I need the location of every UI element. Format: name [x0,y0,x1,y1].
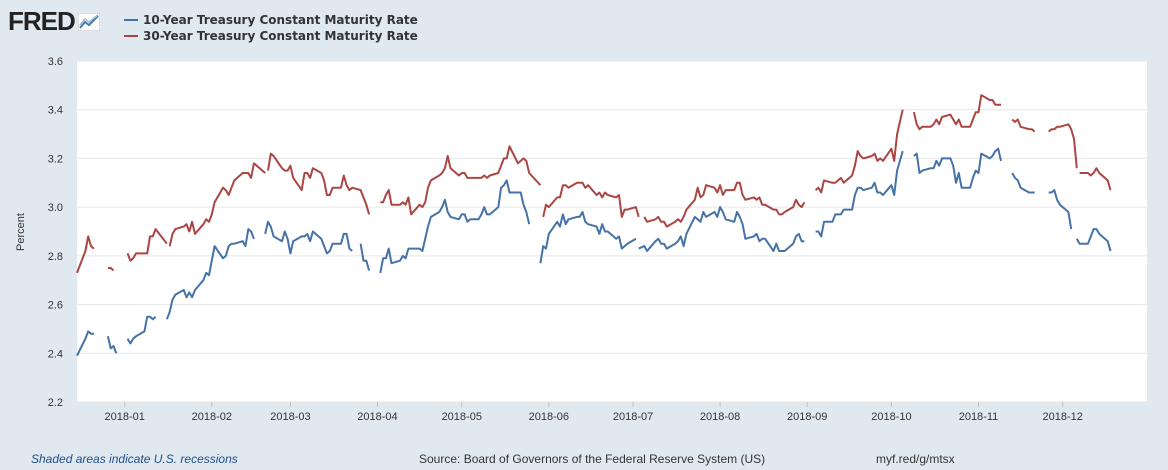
y-tick-label: 3.4 [48,105,63,117]
series-line-30y [126,228,168,262]
series-line-30y [643,181,806,228]
series-line-10y [1075,228,1112,252]
y-tick-label: 3.2 [48,153,63,165]
x-tick-label: 2018-03 [270,411,310,423]
legend-swatch-30y [124,35,138,37]
x-tick-label: 2018-05 [442,411,482,423]
series-line-10y [913,147,1002,189]
logo-text: FRED [8,6,76,36]
series-line-30y [1048,123,1078,169]
series-line-10y [638,206,805,252]
series-line-10y [106,335,118,354]
y-tick-label: 3.0 [48,202,63,214]
x-tick-label: 2018-11 [959,411,999,423]
x-axis: 2018-01 2018-02 2018-03 2018-04 2018-05 2018-… [105,402,1083,423]
series-line-30y [814,109,904,194]
x-tick-label: 2018-02 [192,411,232,423]
y-tick-label: 2.2 [48,397,63,409]
series-line-10y [165,228,255,320]
series-line-30y [267,152,371,215]
y-axis: 2.2 2.4 2.6 2.8 3.0 3.2 3.4 3.6 [48,56,63,409]
short-link[interactable]: myf.red/g/mtsx [876,452,955,466]
legend-swatch-10y [124,19,138,21]
source-text: Source: Board of Governors of the Federa… [419,452,766,466]
y-tick-label: 2.8 [48,251,63,263]
legend: 10-Year Treasury Constant Maturity Rate … [124,12,418,44]
x-tick-label: 2018-06 [529,411,569,423]
series-line-10y [539,211,637,264]
x-tick-label: 2018-12 [1043,411,1083,423]
gridlines [77,60,1147,403]
x-tick-label: 2018-07 [613,411,653,423]
chart-icon [77,12,100,31]
y-axis-label: Percent [15,213,27,251]
series-line-30y [1079,167,1112,191]
y-tick-label: 3.6 [48,56,63,68]
series-line-10y [76,330,94,357]
series-line-30y [1011,118,1036,133]
legend-item-10y[interactable]: 10-Year Treasury Constant Maturity Rate [124,12,418,28]
series-line-30y [76,235,95,274]
series-line-30y [168,162,266,247]
recession-note[interactable]: Shaded areas indicate U.S. recessions [31,452,238,466]
x-tick-label: 2018-04 [357,411,397,423]
series-line-30y [380,145,542,216]
x-tick-label: 2018-08 [700,411,740,423]
series-line-10y [1048,189,1073,230]
legend-label-10y: 10-Year Treasury Constant Maturity Rate [143,13,418,27]
x-tick-label: 2018-09 [787,411,827,423]
series-line-30y [542,181,640,218]
x-tick-label: 2018-10 [871,411,911,423]
legend-label-30y: 30-Year Treasury Constant Maturity Rate [143,29,418,43]
series-line-10y [359,243,371,271]
series-line-10y [126,315,157,345]
series-line-10y [264,220,353,255]
plot-area [77,61,1147,402]
x-tick-label: 2018-01 [105,411,145,423]
series-line-30y [107,267,115,272]
y-tick-label: 2.6 [48,300,63,312]
fred-logo[interactable]: FRED [8,6,100,37]
y-tick-label: 2.4 [48,348,63,360]
series-line-30y [912,94,1001,131]
series-lines [76,94,1112,357]
series-line-10y [815,150,904,238]
series-line-10y [1011,172,1035,194]
series-line-10y [379,179,531,274]
legend-item-30y[interactable]: 30-Year Treasury Constant Maturity Rate [124,28,418,44]
